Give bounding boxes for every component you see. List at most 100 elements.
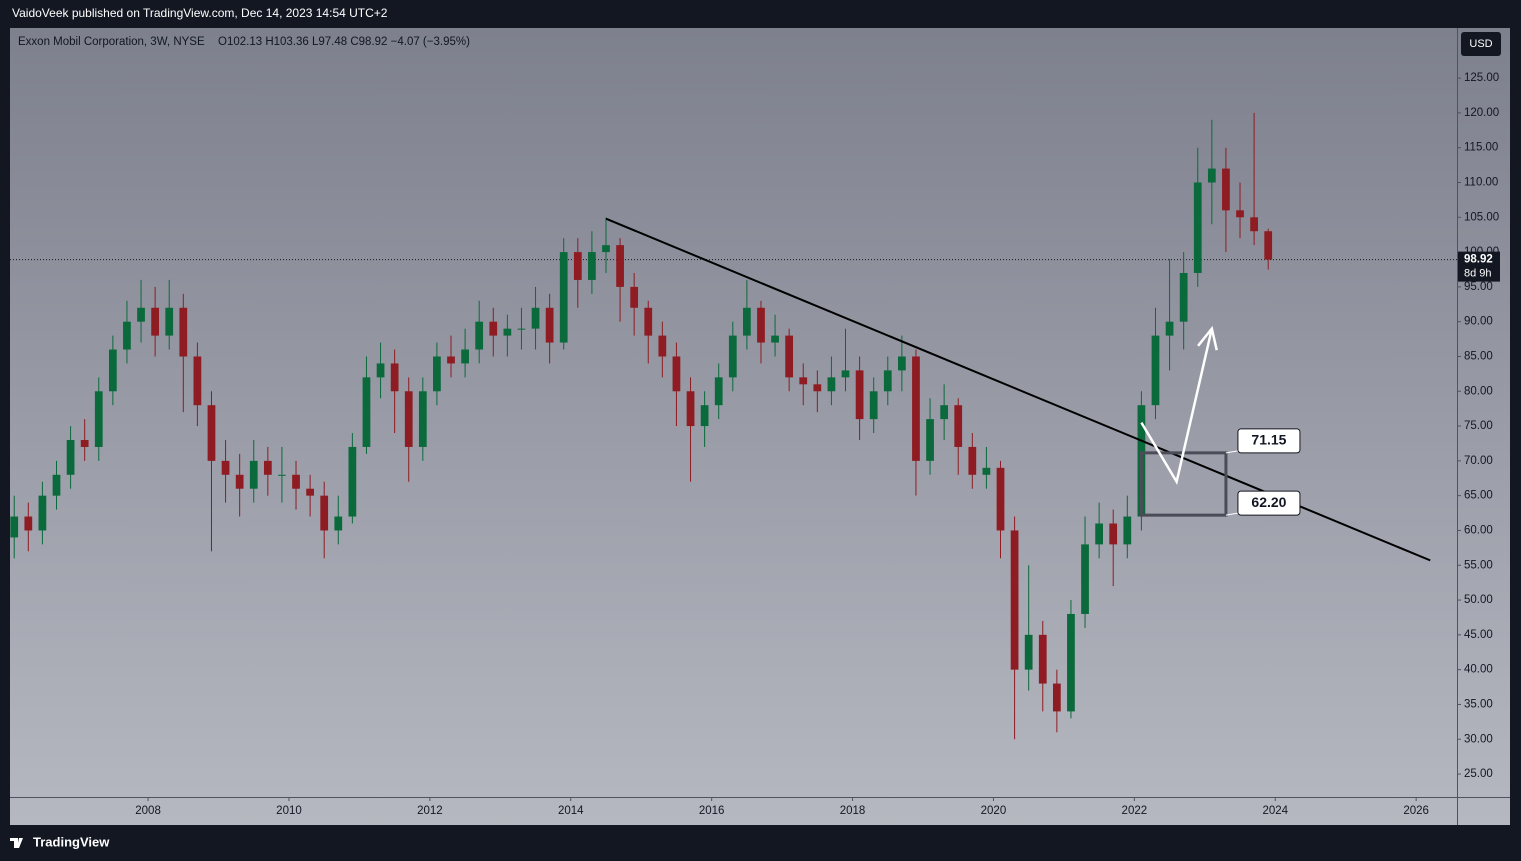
y-tick-label: 110.00 [1464, 177, 1498, 189]
last-price-countdown: 8d 9h [1464, 268, 1492, 280]
x-tick-label: 2010 [276, 805, 302, 817]
candle-body [1165, 321, 1174, 336]
candle-body [630, 286, 639, 308]
candle-body [123, 321, 131, 350]
y-tick-label: 105.00 [1464, 211, 1499, 223]
candle-body [714, 377, 723, 406]
y-tick-label: 125.00 [1464, 72, 1499, 84]
y-tick-label: 70.00 [1464, 455, 1493, 467]
plot [10, 112, 1457, 740]
candle-body [292, 474, 300, 489]
candle-body [1123, 516, 1132, 545]
candle-body [418, 391, 427, 447]
candle-body [306, 488, 314, 496]
candle-body [982, 467, 991, 475]
candle-body [644, 307, 653, 336]
candle-body [503, 328, 512, 336]
candle-body [10, 516, 19, 538]
candle-body [968, 446, 977, 475]
candle-body [883, 370, 892, 392]
x-tick-label: 2020 [981, 805, 1007, 817]
candle-body [151, 307, 159, 336]
y-tick-label: 80.00 [1464, 385, 1493, 397]
candle-body [221, 460, 230, 475]
y-tick-label: 50.00 [1464, 594, 1493, 606]
candle-body [1151, 335, 1160, 406]
candle-body [489, 321, 498, 336]
x-tick-label: 2024 [1262, 805, 1288, 817]
x-tick-label: 2018 [840, 805, 866, 817]
y-tick-label: 85.00 [1464, 351, 1493, 363]
candle-body [658, 335, 667, 357]
price-label-connector [1225, 512, 1239, 516]
candle-body [813, 384, 822, 392]
y-tick-label: 65.00 [1464, 490, 1493, 502]
candle-body [278, 474, 286, 476]
last-price-label: 98.92 [1464, 254, 1493, 266]
candle-body [1024, 634, 1033, 670]
y-tick-label: 75.00 [1464, 420, 1493, 432]
candle-body [1207, 168, 1216, 183]
x-tick-label: 2014 [558, 805, 584, 817]
candle-body [799, 377, 808, 385]
candle-body [517, 328, 526, 330]
candle-body [263, 460, 272, 475]
x-tick-label: 2026 [1403, 805, 1429, 817]
candle-body [461, 349, 469, 364]
candle-body [912, 356, 920, 461]
candle-body [66, 439, 75, 475]
candle-body [1052, 683, 1061, 712]
candle-body [390, 363, 399, 392]
y-tick-label: 40.00 [1464, 664, 1493, 676]
candle-body [348, 446, 357, 517]
candle-body [841, 370, 850, 378]
y-tick-label: 115.00 [1464, 142, 1498, 154]
y-tick-label: 120.00 [1464, 107, 1499, 119]
price-label-connector [1225, 450, 1239, 454]
candle-body [1109, 523, 1118, 545]
candle-body [545, 307, 554, 343]
candle-body [80, 439, 89, 447]
logo: TradingView [10, 834, 110, 849]
candle-body [996, 467, 1005, 531]
candle-body [926, 419, 934, 461]
candle-body [447, 356, 455, 364]
chart-background [10, 28, 1510, 825]
candle-body [827, 377, 836, 392]
candle-body [1067, 613, 1075, 712]
candle-body [362, 377, 371, 447]
candle-body [559, 252, 568, 343]
projection-arrow [1140, 328, 1214, 486]
ohlc-legend: O102.13 H103.36 L97.48 C98.92 −4.07 (−3.… [218, 36, 470, 48]
currency-button[interactable] [1461, 32, 1501, 56]
candle-body [1010, 530, 1019, 670]
candle-body [1193, 182, 1202, 273]
candle-body [1095, 523, 1103, 545]
arrow-head [1197, 325, 1218, 351]
publisher-line: VaidoVeek published on TradingView.com, … [12, 6, 388, 20]
candle-body [1222, 168, 1230, 211]
candle-body [320, 495, 329, 531]
candle-body [1250, 217, 1258, 232]
candle-body [1038, 634, 1047, 684]
candle-body [1179, 272, 1188, 322]
candle-body [954, 405, 963, 447]
candle-body [672, 356, 681, 392]
price-label-box [1237, 428, 1301, 454]
y-tick-label: 35.00 [1464, 698, 1493, 710]
candle-body [855, 370, 864, 420]
y-tick-label: 55.00 [1464, 559, 1493, 571]
currency-label[interactable]: USD [1469, 38, 1492, 50]
y-tick-label: 30.00 [1464, 733, 1493, 745]
y-tick-label: 45.00 [1464, 629, 1493, 641]
candle-body [897, 356, 906, 371]
candle-body [602, 245, 610, 253]
y-tick-label: 95.00 [1464, 281, 1493, 293]
y-tick-label: 25.00 [1464, 768, 1493, 780]
candle-body [757, 307, 765, 343]
candle-body [334, 516, 343, 531]
x-tick-label: 2012 [417, 805, 443, 817]
price-label-box [1237, 490, 1301, 516]
candle-body [1236, 210, 1244, 218]
candle-body [743, 307, 751, 336]
